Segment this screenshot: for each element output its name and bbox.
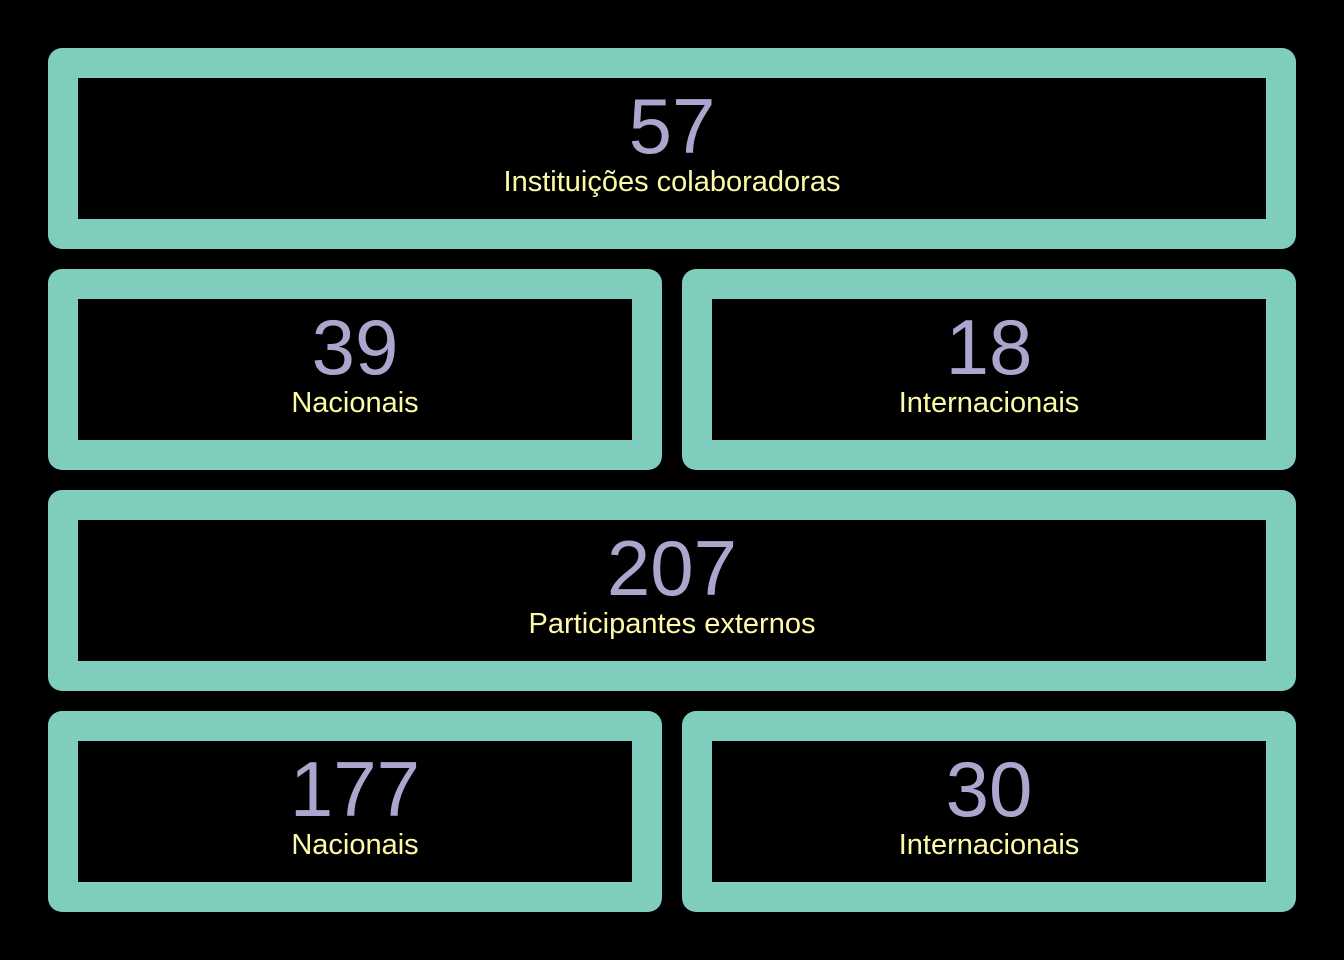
- institutions-total-value: 57: [628, 81, 716, 170]
- participants-national-value: 177: [289, 744, 421, 833]
- participants-international-card: 30 Internacionais: [682, 711, 1296, 912]
- participants-national-card: 177 Nacionais: [48, 711, 662, 912]
- participants-total-label: Participantes externos: [528, 607, 816, 640]
- participants-total-card: 207 Participantes externos: [48, 490, 1296, 691]
- participants-international-value: 30: [945, 744, 1033, 833]
- institutions-national-card: 39 Nacionais: [48, 269, 662, 470]
- institutions-total-label: Instituições colaboradoras: [503, 165, 841, 198]
- institutions-international-value: 18: [945, 302, 1033, 391]
- institutions-national-value: 39: [311, 302, 399, 391]
- participants-international-label: Internacionais: [898, 828, 1080, 861]
- institutions-international-card: 18 Internacionais: [682, 269, 1296, 470]
- participants-total-value: 207: [606, 523, 738, 612]
- institutions-total-card: 57 Instituições colaboradoras: [48, 48, 1296, 249]
- institutions-international-label: Internacionais: [898, 386, 1080, 419]
- participants-national-label: Nacionais: [291, 828, 419, 861]
- institutions-national-label: Nacionais: [291, 386, 419, 419]
